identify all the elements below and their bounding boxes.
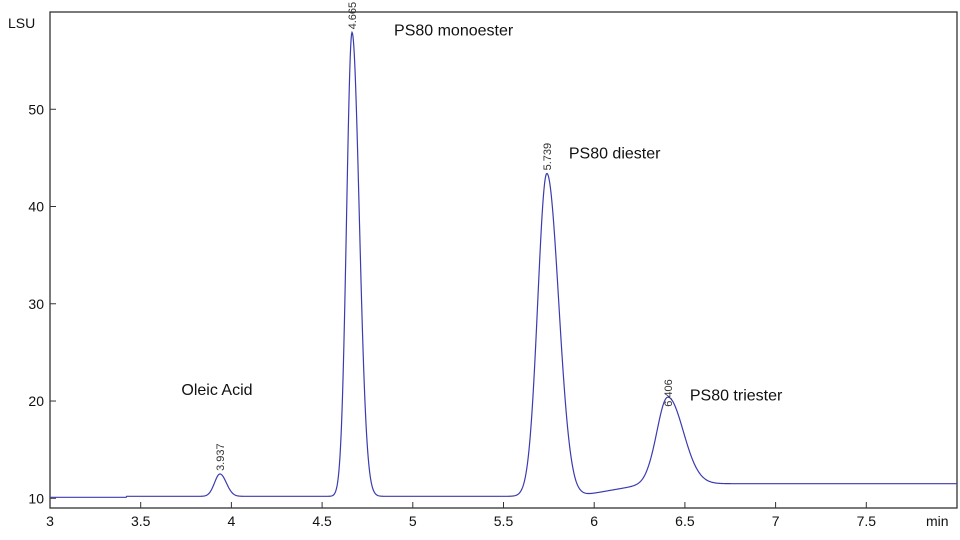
y-tick-label: 40 xyxy=(28,199,44,215)
y-axis-ticks: 10 20 30 40 50 xyxy=(28,101,56,506)
peak-name-label: Oleic Acid xyxy=(181,382,252,399)
retention-time-label: 5.739 xyxy=(542,143,554,171)
x-tick-label: 4.5 xyxy=(312,513,332,529)
retention-time-label: 3.937 xyxy=(215,443,227,471)
y-tick-label: 30 xyxy=(28,296,44,312)
x-tick-label: 7.5 xyxy=(857,513,877,529)
retention-time-label: 4.665 xyxy=(347,2,359,30)
x-tick-label: 5.5 xyxy=(494,513,514,529)
peak-name-label: PS80 triester xyxy=(690,388,783,405)
x-tick-label: 5 xyxy=(409,513,417,529)
plot-frame xyxy=(49,11,958,509)
retention-time-label: 6.406 xyxy=(663,379,675,407)
x-tick-label: 7 xyxy=(772,513,780,529)
x-tick-label: 6 xyxy=(590,513,598,529)
x-axis-ticks: 3 3.5 4 4.5 5 5.5 6 6.5 7 7.5 xyxy=(46,502,876,529)
y-tick-label: 10 xyxy=(28,490,44,506)
peak-name-label: PS80 monoester xyxy=(394,22,514,39)
peak-labels: 3.937 Oleic Acid 4.665 PS80 monoester 5.739 P… xyxy=(181,2,783,471)
x-tick-label: 6.5 xyxy=(675,513,695,529)
y-axis-unit-label: LSU xyxy=(8,15,35,31)
x-tick-label: 4 xyxy=(228,513,236,529)
x-tick-label: 3.5 xyxy=(131,513,151,529)
x-tick-label: 3 xyxy=(46,513,54,529)
y-tick-label: 20 xyxy=(28,393,44,409)
peak-name-label: PS80 diester xyxy=(569,145,661,162)
x-axis-unit-label: min xyxy=(926,513,949,529)
chromatogram-trace xyxy=(50,30,957,498)
y-tick-label: 50 xyxy=(28,101,44,117)
